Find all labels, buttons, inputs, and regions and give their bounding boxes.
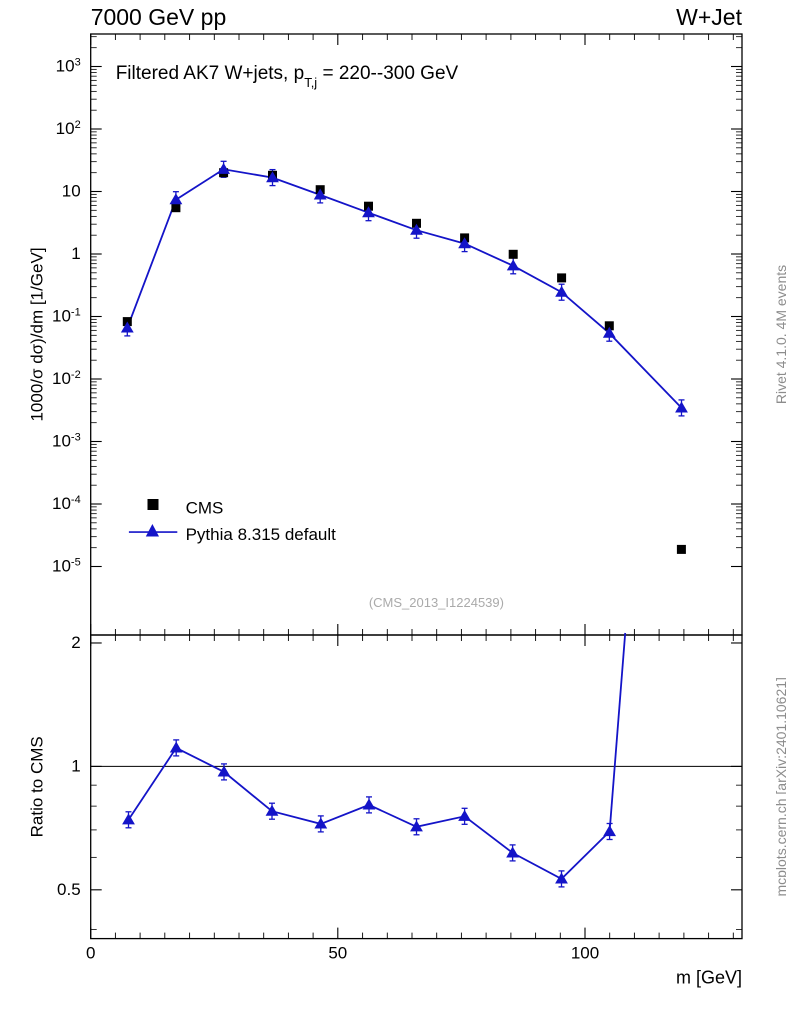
- svg-text:1: 1: [71, 244, 80, 263]
- svg-text:mcplots.cern.ch [arXiv:2401.10: mcplots.cern.ch [arXiv:2401.10621]: [773, 677, 786, 896]
- svg-text:0.5: 0.5: [57, 880, 81, 899]
- svg-text:1: 1: [71, 756, 80, 775]
- svg-text:Pythia 8.315 default: Pythia 8.315 default: [186, 525, 337, 544]
- svg-text:Ratio to CMS: Ratio to CMS: [28, 736, 47, 837]
- svg-text:Rivet 4.1.0, 4M events: Rivet 4.1.0, 4M events: [773, 265, 786, 404]
- svg-text:2: 2: [71, 633, 80, 652]
- svg-text:0: 0: [86, 944, 95, 963]
- svg-text:50: 50: [328, 944, 347, 963]
- svg-text:7000 GeV pp: 7000 GeV pp: [91, 4, 227, 30]
- svg-text:10: 10: [62, 182, 81, 201]
- svg-text:(CMS_2013_I1224539): (CMS_2013_I1224539): [369, 595, 504, 610]
- svg-text:m [GeV]: m [GeV]: [676, 968, 742, 988]
- svg-text:100: 100: [571, 944, 599, 963]
- svg-text:W+Jet: W+Jet: [676, 4, 742, 30]
- svg-text:CMS: CMS: [186, 499, 224, 518]
- svg-text:1000/σ dσ)/dm [1/GeV]: 1000/σ dσ)/dm [1/GeV]: [28, 247, 47, 421]
